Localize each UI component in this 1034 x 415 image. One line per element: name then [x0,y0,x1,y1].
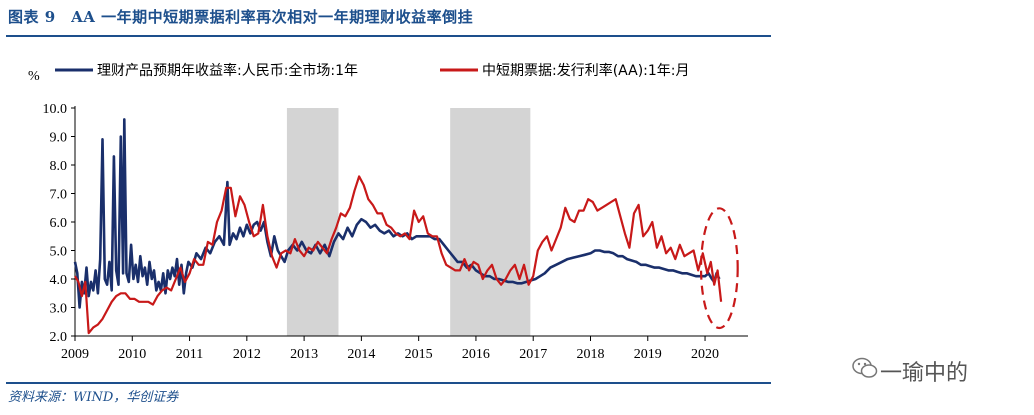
axes [71,106,748,341]
title-rule [6,35,771,37]
legend: 理财产品预期年收益率:人民币:全市场:1年 中短期票据:发行利率(AA):1年:月 [55,62,690,79]
x-tick-label: 2009 [61,347,89,362]
y-tick-label: 8.0 [50,159,68,174]
highlight-ellipse [699,207,739,330]
watermark: 一瑜中的 [880,361,969,386]
x-tick-label: 2019 [634,347,662,362]
wealth-yield-line [73,118,721,309]
x-tick-label: 2010 [118,347,146,362]
y-tick-label: 7.0 [50,188,68,203]
x-tick-label: 2012 [233,347,261,362]
y-tick-label: 9.0 [50,131,68,146]
shaded-periods [286,108,531,336]
x-tick-label: 2013 [290,347,318,362]
source-note: 资料来源：WIND，华创证券 [8,390,179,405]
series-lines [73,118,723,335]
y-tick-label: 4.0 [50,273,68,288]
y-tick-label: 3.0 [50,302,68,317]
y-tick-label: 10.0 [43,102,68,117]
legend-label: 中短期票据:发行利率(AA):1年:月 [482,62,690,79]
y-tick-label: 5.0 [50,245,68,260]
y-tick-label: 2.0 [50,330,68,345]
x-tick-label: 2017 [519,347,547,362]
x-tick-label: 2011 [176,347,203,362]
legend-label: 理财产品预期年收益率:人民币:全市场:1年 [97,62,358,79]
x-tick-label: 2016 [462,347,490,362]
x-tick-label: 2020 [691,347,719,362]
x-tick-label: 2018 [576,347,604,362]
x-tick-label: 2015 [405,347,433,362]
source-rule [6,382,771,384]
figure-title: 图表 9 AA 一年期中短期票据利率再次相对一年期理财收益率倒挂 [8,8,474,26]
y-tick-label: 6.0 [50,216,68,231]
highlight-ellipse-layer [699,207,739,330]
x-tick-label: 2014 [347,347,375,362]
note-rate-line [74,175,723,335]
shaded-period-2 [450,108,531,336]
axis-labels: 2.0 3.0 4.0 5.0 6.0 7.0 8.0 9.0 10.0 2009 2010 2011… [28,69,719,362]
wechat-icon [852,357,878,378]
shaded-period-1 [286,108,339,336]
y-axis-label: % [28,69,40,84]
